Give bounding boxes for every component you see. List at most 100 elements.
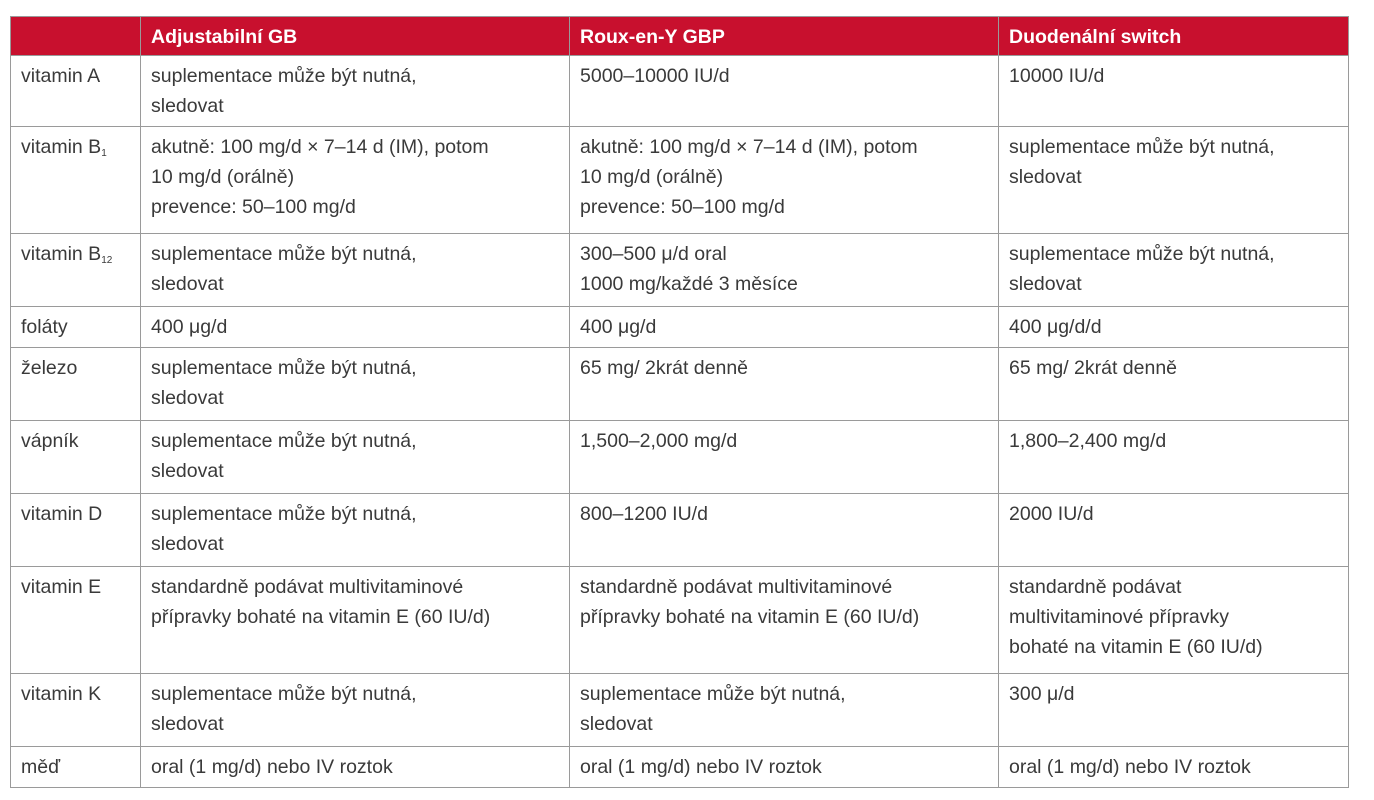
table-row: vitamin D suplementace může být nutná, s… bbox=[10, 493, 1349, 567]
cell-duodenal-switch: standardně podávat multivitaminové přípr… bbox=[998, 566, 1349, 674]
cell-line: suplementace může být nutná, bbox=[1009, 243, 1275, 265]
cell-line: 10000 IU/d bbox=[1009, 65, 1105, 87]
header-cell-adjustable-gb: Adjustabilní GB bbox=[140, 16, 570, 56]
cell-line: oral (1 mg/d) nebo IV roztok bbox=[151, 756, 393, 778]
table-row: vitamin K suplementace může být nutná, s… bbox=[10, 673, 1349, 747]
table-row: vitamin E standardně podávat multivitami… bbox=[10, 566, 1349, 674]
nutrient-subscript: 1 bbox=[101, 148, 107, 159]
cell-line: 400 μg/d bbox=[151, 316, 228, 338]
cell-duodenal-switch: suplementace může být nutná, sledovat bbox=[998, 233, 1349, 307]
nutrient-name: vitamin B bbox=[21, 136, 102, 158]
header-cell-nutrient bbox=[10, 16, 141, 56]
nutrient-name: vitamin B bbox=[21, 243, 102, 265]
cell-adjustable-gb: suplementace může být nutná, sledovat bbox=[140, 233, 570, 307]
cell-line: akutně: 100 mg/d × 7–14 d (IM), potom bbox=[151, 136, 489, 158]
table-body: vitamin A suplementace může být nutná, s… bbox=[10, 55, 1349, 788]
table-row: vitamin A suplementace může být nutná, s… bbox=[10, 55, 1349, 127]
row-label: vitamin K bbox=[10, 673, 141, 747]
nutrient-name: vitamin D bbox=[21, 503, 103, 525]
cell-line: prevence: 50–100 mg/d bbox=[580, 196, 785, 218]
cell-line: suplementace může být nutná, bbox=[151, 65, 417, 87]
supplementation-table-container: Adjustabilní GB Roux-en-Y GBP Duodenální… bbox=[10, 16, 1349, 788]
cell-line: suplementace může být nutná, bbox=[151, 430, 417, 452]
cell-duodenal-switch: 400 μg/d/d bbox=[998, 306, 1349, 348]
row-label: železo bbox=[10, 347, 141, 421]
cell-line: 400 μg/d bbox=[580, 316, 657, 338]
cell-duodenal-switch: suplementace může být nutná, sledovat bbox=[998, 126, 1349, 234]
cell-roux-en-y-gbp: oral (1 mg/d) nebo IV roztok bbox=[569, 746, 999, 788]
cell-line: přípravky bohaté na vitamin E (60 IU/d) bbox=[151, 606, 491, 628]
cell-duodenal-switch: 2000 IU/d bbox=[998, 493, 1349, 567]
cell-adjustable-gb: suplementace může být nutná, sledovat bbox=[140, 493, 570, 567]
cell-adjustable-gb: 400 μg/d bbox=[140, 306, 570, 348]
nutrient-name: foláty bbox=[21, 316, 68, 338]
row-label: vápník bbox=[10, 420, 141, 494]
row-label: foláty bbox=[10, 306, 141, 348]
cell-line: 1,800–2,400 mg/d bbox=[1009, 430, 1167, 452]
cell-line: 300 μ/d bbox=[1009, 683, 1075, 705]
row-label: vitamin B1 bbox=[10, 126, 141, 234]
cell-line: suplementace může být nutná, bbox=[580, 683, 846, 705]
cell-roux-en-y-gbp: 65 mg/ 2krát denně bbox=[569, 347, 999, 421]
nutrient-name: měď bbox=[21, 756, 61, 778]
cell-adjustable-gb: akutně: 100 mg/d × 7–14 d (IM), potom 10… bbox=[140, 126, 570, 234]
cell-line: sledovat bbox=[151, 95, 224, 117]
cell-line: akutně: 100 mg/d × 7–14 d (IM), potom bbox=[580, 136, 918, 158]
row-label: vitamin A bbox=[10, 55, 141, 127]
cell-line: standardně podávat multivitaminové bbox=[580, 576, 893, 598]
nutrient-subscript: 12 bbox=[101, 255, 113, 266]
cell-line: suplementace může být nutná, bbox=[151, 357, 417, 379]
cell-adjustable-gb: standardně podávat multivitaminové přípr… bbox=[140, 566, 570, 674]
cell-line: standardně podávat multivitaminové bbox=[151, 576, 464, 598]
cell-line: oral (1 mg/d) nebo IV roztok bbox=[1009, 756, 1251, 778]
cell-duodenal-switch: oral (1 mg/d) nebo IV roztok bbox=[998, 746, 1349, 788]
table-header: Adjustabilní GB Roux-en-Y GBP Duodenální… bbox=[10, 16, 1349, 56]
cell-line: suplementace může být nutná, bbox=[151, 683, 417, 705]
cell-line: 10 mg/d (orálně) bbox=[580, 166, 724, 188]
cell-line: sledovat bbox=[151, 460, 224, 482]
header-row: Adjustabilní GB Roux-en-Y GBP Duodenální… bbox=[10, 16, 1349, 56]
cell-line: sledovat bbox=[151, 387, 224, 409]
nutrient-name: vitamin K bbox=[21, 683, 102, 705]
table-row: vitamin B1 akutně: 100 mg/d × 7–14 d (IM… bbox=[10, 126, 1349, 234]
cell-line: sledovat bbox=[1009, 273, 1082, 295]
cell-duodenal-switch: 65 mg/ 2krát denně bbox=[998, 347, 1349, 421]
cell-adjustable-gb: suplementace může být nutná, sledovat bbox=[140, 55, 570, 127]
cell-line: 2000 IU/d bbox=[1009, 503, 1094, 525]
cell-line: sledovat bbox=[580, 713, 653, 735]
table-row: železo suplementace může být nutná, sled… bbox=[10, 347, 1349, 421]
cell-roux-en-y-gbp: suplementace může být nutná, sledovat bbox=[569, 673, 999, 747]
supplementation-table: Adjustabilní GB Roux-en-Y GBP Duodenální… bbox=[10, 16, 1349, 788]
table-row: vápník suplementace může být nutná, sled… bbox=[10, 420, 1349, 494]
cell-roux-en-y-gbp: standardně podávat multivitaminové přípr… bbox=[569, 566, 999, 674]
cell-line: sledovat bbox=[1009, 166, 1082, 188]
row-label: vitamin B12 bbox=[10, 233, 141, 307]
cell-line: 1,500–2,000 mg/d bbox=[580, 430, 738, 452]
cell-adjustable-gb: suplementace může být nutná, sledovat bbox=[140, 673, 570, 747]
cell-adjustable-gb: suplementace může být nutná, sledovat bbox=[140, 347, 570, 421]
cell-line: 300–500 μ/d oral bbox=[580, 243, 727, 265]
cell-line: bohaté na vitamin E (60 IU/d) bbox=[1009, 636, 1263, 658]
cell-line: prevence: 50–100 mg/d bbox=[151, 196, 356, 218]
table-row: vitamin B12 suplementace může být nutná,… bbox=[10, 233, 1349, 307]
cell-line: 5000–10000 IU/d bbox=[580, 65, 730, 87]
cell-line: 10 mg/d (orálně) bbox=[151, 166, 295, 188]
cell-line: sledovat bbox=[151, 533, 224, 555]
cell-line: sledovat bbox=[151, 713, 224, 735]
cell-line: 65 mg/ 2krát denně bbox=[1009, 357, 1178, 379]
cell-roux-en-y-gbp: 300–500 μ/d oral 1000 mg/každé 3 měsíce bbox=[569, 233, 999, 307]
cell-roux-en-y-gbp: 400 μg/d bbox=[569, 306, 999, 348]
cell-duodenal-switch: 10000 IU/d bbox=[998, 55, 1349, 127]
cell-line: 1000 mg/každé 3 měsíce bbox=[580, 273, 798, 295]
nutrient-name: vitamin E bbox=[21, 576, 102, 598]
nutrient-name: vápník bbox=[21, 430, 79, 452]
cell-line: přípravky bohaté na vitamin E (60 IU/d) bbox=[580, 606, 920, 628]
table-row: měď oral (1 mg/d) nebo IV roztok oral (1… bbox=[10, 746, 1349, 788]
cell-duodenal-switch: 1,800–2,400 mg/d bbox=[998, 420, 1349, 494]
header-cell-roux-en-y-gbp: Roux-en-Y GBP bbox=[569, 16, 999, 56]
row-label: vitamin E bbox=[10, 566, 141, 674]
cell-roux-en-y-gbp: 1,500–2,000 mg/d bbox=[569, 420, 999, 494]
cell-line: suplementace může být nutná, bbox=[1009, 136, 1275, 158]
cell-line: suplementace může být nutná, bbox=[151, 243, 417, 265]
nutrient-name: vitamin A bbox=[21, 65, 101, 87]
